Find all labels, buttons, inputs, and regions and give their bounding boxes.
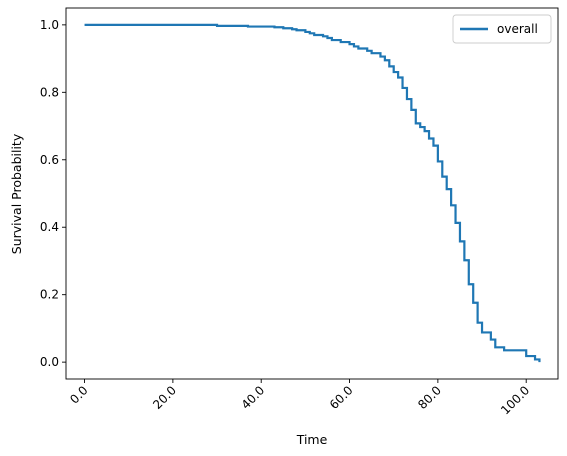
x-tick-label: 60.0 (327, 383, 356, 412)
y-axis-label: Survival Probability (9, 133, 24, 254)
plot-area (65, 7, 559, 380)
y-tick-label: 0.8 (40, 85, 59, 99)
x-tick-label: 20.0 (150, 383, 179, 412)
x-tick-label: 80.0 (415, 383, 444, 412)
y-tick-label: 1.0 (40, 18, 59, 32)
x-axis-label: Time (296, 432, 328, 447)
x-tick-label: 100.0 (498, 383, 532, 417)
x-axis-ticks: 0.0 20.0 40.0 60.0 80.0 100.0 (67, 379, 532, 417)
y-tick-label: 0.0 (40, 355, 59, 369)
y-tick-label: 0.2 (40, 288, 59, 302)
y-tick-label: 0.4 (40, 220, 59, 234)
x-tick-label: 0.0 (67, 383, 90, 406)
x-tick-label: 40.0 (239, 383, 268, 412)
y-axis-ticks: 0.0 0.2 0.4 0.6 0.8 1.0 (40, 18, 66, 369)
legend: overall (452, 14, 552, 44)
legend-box (452, 14, 552, 44)
legend-label-overall: overall (497, 22, 538, 36)
chart-marks (84, 23, 541, 363)
series-line-overall (84, 23, 541, 363)
y-tick-label: 0.6 (40, 153, 59, 167)
